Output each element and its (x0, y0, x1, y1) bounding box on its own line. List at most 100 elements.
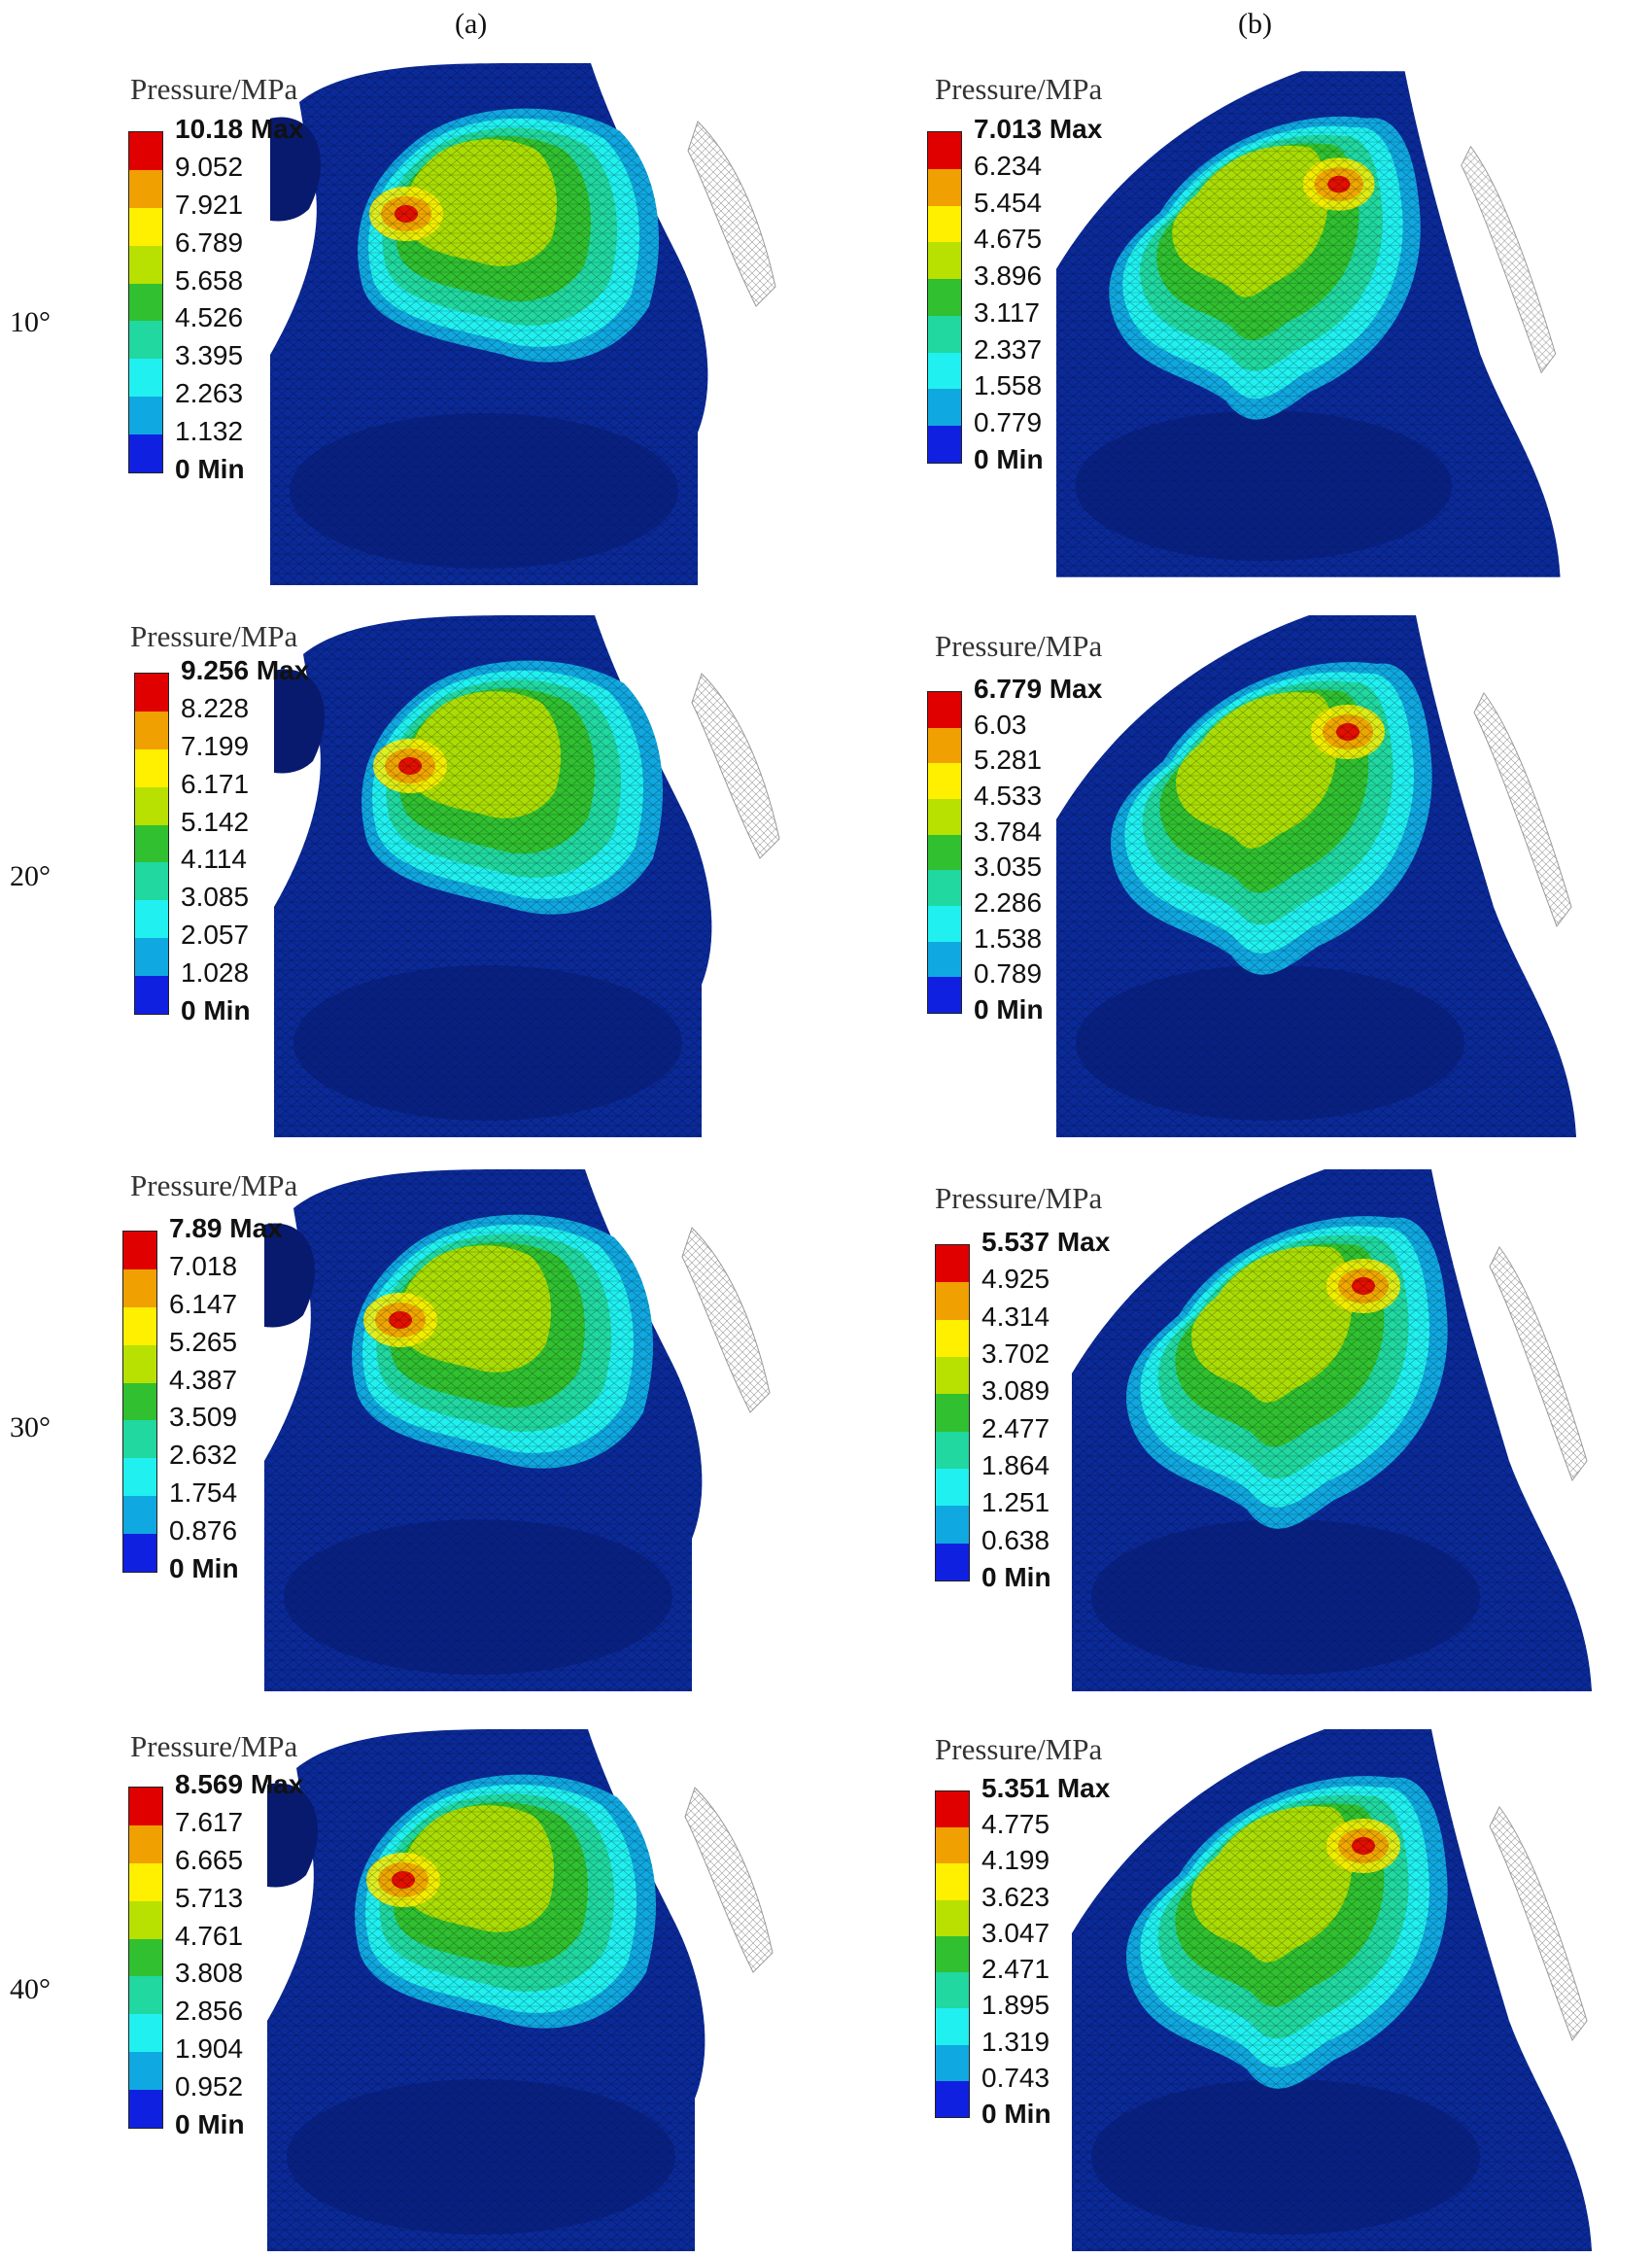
legend-swatch (928, 763, 961, 799)
legend-swatch (936, 1791, 969, 1828)
contact-pressure-zone (358, 108, 659, 363)
legend-tick-label: 3.509 (169, 1402, 238, 1433)
legend-color-bar (122, 1231, 157, 1573)
legend-tick-label: 1.538 (974, 922, 1043, 954)
legend-swatch (129, 1862, 162, 1901)
legend-max-label: 7.013 Max (974, 114, 1103, 144)
legend-tick-label: 5.281 (974, 745, 1043, 776)
legend-title: Pressure/MPa (935, 72, 1103, 106)
bone-wireframe (691, 673, 780, 859)
legend-min-label: 0 Min (974, 444, 1044, 474)
legend-swatch (928, 168, 961, 206)
legend-color-bar (134, 673, 169, 1015)
legend-min-label: 0 Min (175, 2109, 245, 2139)
legend-swatch (928, 727, 961, 764)
legend-tick-label: 0.743 (981, 2062, 1050, 2093)
fe-contour-image (1072, 1169, 1592, 1691)
legend-swatch (129, 434, 162, 472)
legend-swatch (123, 1420, 156, 1459)
legend-tick-label: 3.047 (981, 1917, 1050, 1948)
fe-contour-image (264, 1169, 771, 1691)
legend-swatch (129, 359, 162, 398)
fe-contour-image (270, 63, 776, 585)
legend-color-bar (128, 1787, 163, 2129)
legend-swatch (135, 674, 168, 712)
legend-color-bar (927, 691, 962, 1014)
legend-tick-label: 5.713 (175, 1882, 244, 1913)
legend-swatch (936, 1543, 969, 1581)
legend-swatch (129, 1938, 162, 1977)
bone-wireframe (1461, 145, 1557, 374)
legend-swatch (123, 1232, 156, 1269)
legend-max-label: 5.351 Max (981, 1773, 1111, 1803)
legend-swatch (123, 1306, 156, 1345)
legend-swatch (135, 711, 168, 749)
legend-tick-label: 3.623 (981, 1881, 1050, 1912)
legend-swatch (928, 315, 961, 353)
legend-tick-label: 5.265 (169, 1326, 238, 1357)
column-label-a: (a) (455, 8, 488, 40)
legend-swatch (129, 2090, 162, 2128)
legend-swatch (928, 279, 961, 316)
contact-pressure-zone (1126, 1216, 1448, 1529)
legend-swatch (129, 1824, 162, 1863)
legend-swatch (129, 1976, 162, 2015)
legend-swatch (129, 1900, 162, 1939)
legend-swatch (936, 1506, 969, 1544)
legend-swatch (129, 132, 162, 170)
legend-title: Pressure/MPa (935, 1181, 1103, 1215)
legend-tick-label: 3.085 (181, 882, 250, 913)
legend-tick-label: 6.789 (175, 226, 244, 258)
legend-swatch (936, 1468, 969, 1507)
fe-contour-image (274, 615, 780, 1137)
contact-pressure-zone (1111, 662, 1432, 975)
legend-tick-label: 7.199 (181, 730, 250, 761)
legend-swatch (129, 397, 162, 434)
legend-tick-label: 3.896 (974, 261, 1043, 292)
contact-pressure-zone (355, 1774, 656, 2029)
legend-swatch (928, 798, 961, 835)
legend-tick-label: 2.632 (169, 1440, 238, 1471)
contact-pressure-zone (1126, 1776, 1448, 2089)
legend-tick-label: 1.558 (974, 370, 1043, 401)
legend-tick-label: 1.895 (981, 1990, 1050, 2021)
legend-tick-label: 2.286 (974, 887, 1043, 918)
legend-tick-label: 0.876 (169, 1515, 238, 1546)
legend-tick-label: 1.028 (181, 957, 250, 989)
legend-swatch (928, 977, 961, 1013)
legend-swatch (928, 905, 961, 942)
legend-tick-label: 7.018 (169, 1250, 238, 1281)
fe-contour-image (1056, 71, 1561, 577)
legend-swatch (936, 1972, 969, 2009)
legend-max-label: 6.779 Max (974, 674, 1103, 704)
legend-swatch (936, 1431, 969, 1469)
legend-swatch (936, 1245, 969, 1283)
legend-color-bar (935, 1244, 970, 1581)
legend-min-label: 0 Min (181, 995, 251, 1025)
row-label-40deg: 40° (10, 1973, 51, 2005)
legend-swatch (123, 1496, 156, 1534)
legend-tick-label: 0.952 (175, 2071, 244, 2102)
legend-swatch (129, 2014, 162, 2053)
legend-tick-label: 2.856 (175, 1996, 244, 2027)
legend-swatch (936, 1863, 969, 1900)
legend-swatch (135, 786, 168, 825)
legend-tick-label: 5.658 (175, 264, 244, 295)
legend-tick-label: 6.234 (974, 150, 1043, 181)
legend-tick-label: 4.114 (181, 844, 247, 875)
legend-swatch (928, 834, 961, 871)
legend-swatch (928, 692, 961, 728)
legend-min-label: 0 Min (169, 1553, 239, 1583)
legend-swatch (928, 205, 961, 243)
legend-min-label: 0 Min (175, 454, 245, 484)
legend-min-label: 0 Min (981, 2099, 1051, 2129)
legend-min-label: 0 Min (981, 1562, 1051, 1592)
legend-tick-label: 6.03 (974, 709, 1027, 740)
legend-swatch (936, 1282, 969, 1320)
legend-tick-label: 4.533 (974, 781, 1043, 811)
legend-swatch (135, 862, 168, 901)
legend-swatch (936, 2080, 969, 2117)
legend-tick-label: 6.665 (175, 1844, 244, 1875)
legend-tick-label: 6.147 (169, 1288, 238, 1319)
legend-tick-label: 3.702 (981, 1338, 1050, 1369)
